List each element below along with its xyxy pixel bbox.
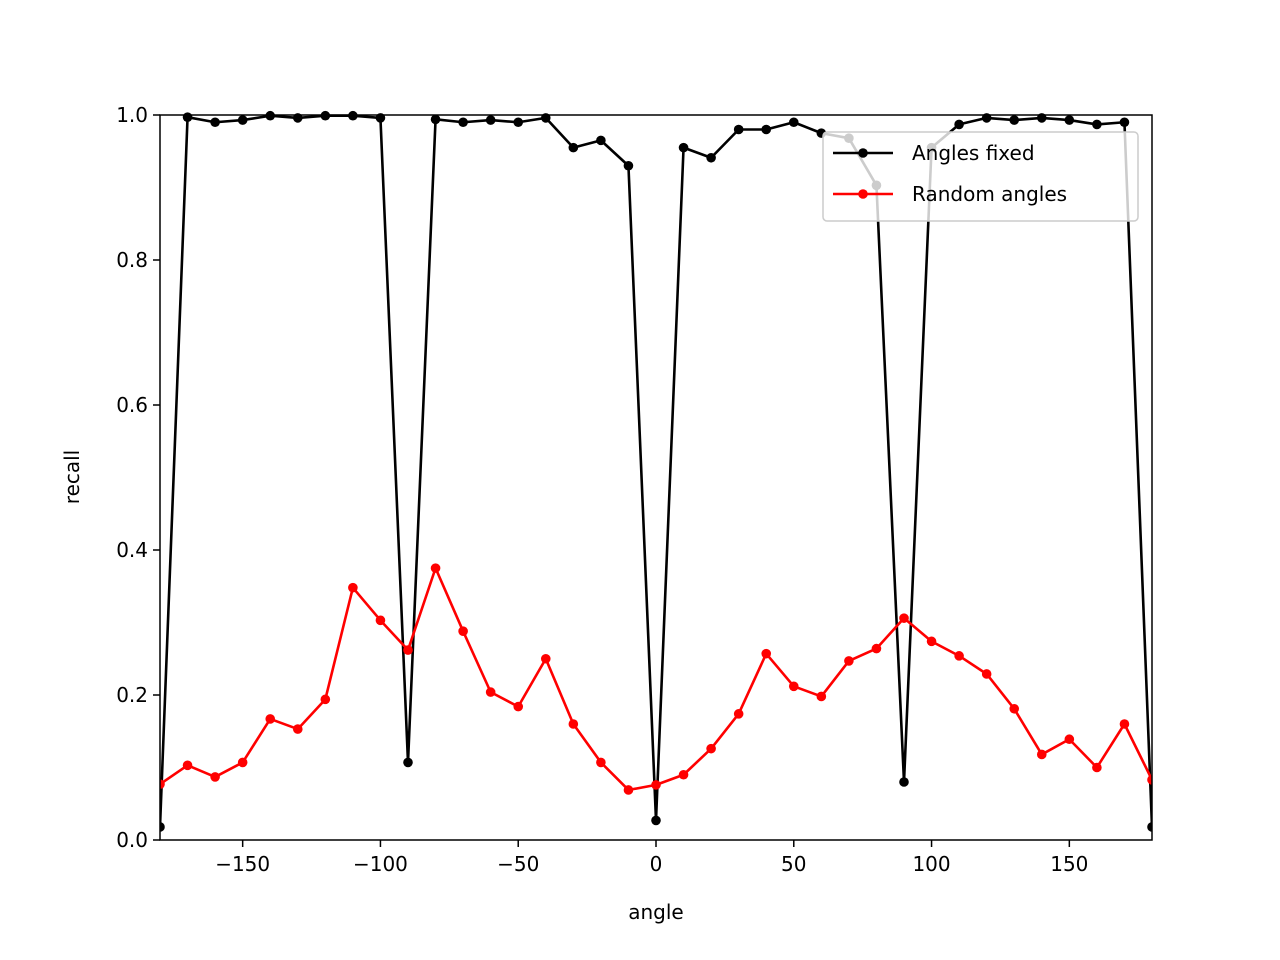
data-point-angles-fixed	[623, 160, 634, 171]
data-point-angles-fixed	[706, 152, 716, 163]
data-point-random-angles	[458, 626, 468, 636]
x-axis: −150 −100 −50 0 50 100 150	[215, 840, 1088, 876]
plot-frame	[159, 114, 1153, 841]
data-point-random-angles	[348, 582, 358, 593]
data-point-angles-fixed	[788, 117, 799, 128]
data-point-random-angles	[1119, 719, 1130, 729]
data-point-angles-fixed	[1064, 115, 1075, 125]
data-point-random-angles	[320, 694, 331, 705]
data-point-angles-fixed	[568, 142, 579, 153]
data-point-angles-fixed	[1119, 117, 1130, 128]
y-tick-label: 0.0	[116, 828, 148, 852]
y-tick-label: 0.6	[116, 393, 148, 417]
data-point-angles-fixed	[430, 114, 441, 125]
data-point-random-angles	[623, 785, 634, 795]
data-point-random-angles	[651, 780, 661, 790]
x-tick-label: 50	[781, 852, 806, 876]
data-point-random-angles	[678, 769, 689, 780]
x-tick-label: −150	[215, 852, 270, 876]
data-point-random-angles	[899, 613, 909, 623]
legend-item-random-angles: Random angles	[833, 182, 1067, 206]
data-point-random-angles	[816, 691, 827, 702]
x-axis-label: angle	[628, 900, 684, 924]
data-point-random-angles	[926, 636, 937, 647]
data-point-angles-fixed	[1147, 822, 1152, 832]
data-point-random-angles	[210, 772, 220, 782]
data-point-angles-fixed	[596, 135, 606, 146]
x-tick-label: −100	[353, 852, 408, 876]
data-point-random-angles	[1147, 775, 1152, 785]
legend-label: Angles fixed	[912, 141, 1035, 165]
data-point-random-angles	[954, 651, 964, 661]
data-point-angles-fixed	[403, 757, 413, 768]
plot-area	[160, 110, 1152, 832]
y-tick-label: 1.0	[116, 103, 148, 127]
series-line-angles-fixed	[160, 114, 1152, 828]
data-point-random-angles	[265, 714, 276, 724]
data-point-random-angles	[292, 724, 303, 734]
data-point-angles-fixed	[458, 117, 468, 128]
legend-swatch-marker	[858, 148, 868, 158]
data-point-random-angles	[1092, 762, 1102, 773]
data-point-random-angles	[733, 709, 744, 719]
y-tick-label: 0.4	[116, 538, 148, 562]
x-tick-label: 0	[650, 852, 663, 876]
data-point-random-angles	[403, 645, 413, 655]
data-point-random-angles	[182, 760, 193, 771]
data-point-random-angles	[844, 656, 854, 666]
data-point-random-angles	[485, 687, 496, 697]
x-tick-label: 150	[1050, 852, 1088, 876]
data-point-random-angles	[788, 681, 799, 692]
data-point-angles-fixed	[160, 822, 165, 832]
data-point-random-angles	[596, 757, 606, 768]
y-tick-label: 0.8	[116, 248, 148, 272]
data-point-random-angles	[160, 779, 165, 789]
data-point-angles-fixed	[1092, 119, 1102, 130]
data-point-angles-fixed	[182, 112, 193, 122]
data-point-random-angles	[871, 643, 882, 654]
data-point-random-angles	[430, 563, 441, 573]
data-point-angles-fixed	[651, 815, 661, 826]
data-point-random-angles	[540, 653, 551, 664]
data-point-random-angles	[1009, 703, 1020, 714]
series-random-angles	[160, 563, 1152, 795]
data-point-random-angles	[981, 669, 992, 679]
data-point-random-angles	[1036, 749, 1047, 760]
y-tick-label: 0.2	[116, 683, 148, 707]
data-point-angles-fixed	[513, 117, 524, 128]
data-point-random-angles	[568, 719, 579, 729]
data-point-angles-fixed	[485, 115, 496, 125]
x-tick-label: 100	[912, 852, 950, 876]
data-point-random-angles	[1064, 734, 1075, 745]
data-point-angles-fixed	[678, 142, 689, 153]
y-axis-label: recall	[60, 450, 84, 504]
data-point-random-angles	[761, 648, 772, 659]
legend-box	[822, 131, 1139, 222]
legend-label: Random angles	[912, 182, 1067, 206]
data-point-random-angles	[513, 701, 524, 712]
data-point-random-angles	[375, 615, 386, 626]
data-point-angles-fixed	[954, 119, 964, 130]
series-line-random-angles	[160, 566, 1152, 792]
data-point-random-angles	[706, 743, 716, 754]
data-point-random-angles	[237, 757, 248, 768]
data-point-angles-fixed	[733, 124, 744, 135]
x-tick-label: −50	[497, 852, 539, 876]
data-point-angles-fixed	[761, 124, 772, 135]
data-point-angles-fixed	[237, 115, 248, 125]
data-point-angles-fixed	[210, 117, 220, 128]
legend-swatch-marker	[858, 189, 868, 199]
legend-item-angles-fixed: Angles fixed	[833, 141, 1035, 165]
data-point-angles-fixed	[899, 777, 909, 787]
y-axis: 0.0 0.2 0.4 0.6 0.8 1.0	[116, 103, 160, 852]
data-point-angles-fixed	[1009, 115, 1020, 125]
legend: Angles fixed Random angles	[822, 131, 1139, 222]
